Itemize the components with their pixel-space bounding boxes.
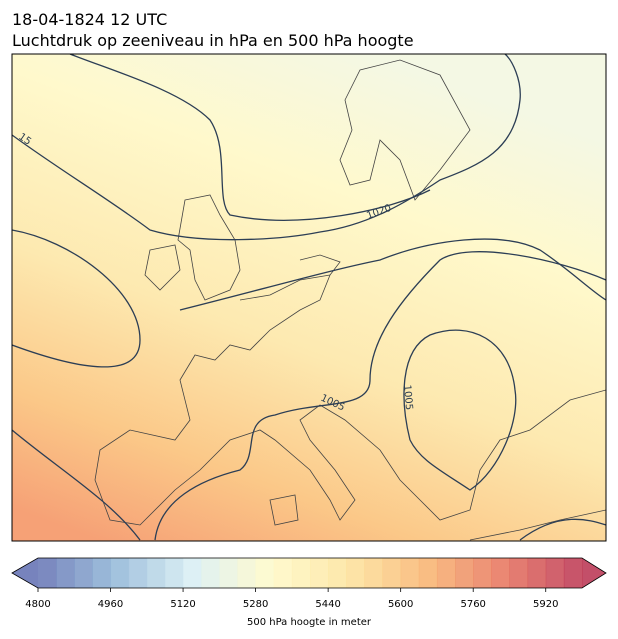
map-frame — [11, 53, 607, 542]
colorbar-extend-min — [12, 558, 38, 588]
isobar — [12, 429, 141, 541]
colorbar-segment — [364, 558, 384, 588]
colorbar-segment — [164, 558, 184, 588]
colorbar-segment — [74, 558, 93, 588]
colorbar-label: 500 hPa hoogte in meter — [247, 617, 372, 628]
coastline — [469, 509, 606, 541]
colorbar-tick-label: 5280 — [243, 599, 268, 610]
colorbar-tick-label: 5600 — [388, 599, 413, 610]
colorbar-segment — [92, 558, 112, 588]
coastline — [94, 274, 606, 526]
colorbar-segment — [527, 558, 547, 588]
colorbar-segment — [56, 558, 75, 588]
colorbar-segment — [255, 558, 275, 588]
colorbar-tick-label: 5120 — [170, 599, 195, 610]
isobar — [12, 54, 521, 241]
colorbar-segment — [237, 558, 257, 588]
colorbar-segment — [146, 558, 166, 588]
colorbar-segment — [418, 558, 438, 588]
colorbar-segment — [436, 558, 456, 588]
colorbar-segment — [128, 558, 148, 588]
isobar — [12, 229, 141, 368]
isobar — [69, 54, 431, 221]
colorbar-segment — [38, 558, 57, 588]
isobar — [403, 329, 517, 491]
colorbar-segment — [491, 558, 510, 588]
colorbar-segment — [328, 558, 347, 588]
colorbar-segment — [291, 558, 311, 588]
colorbar-tick-label: 5440 — [315, 599, 340, 610]
coastline — [144, 244, 181, 291]
contour-label: 1005 — [401, 384, 414, 410]
colorbar-segment — [545, 558, 565, 588]
colorbar-segment — [455, 558, 474, 588]
colorbar-segment — [563, 558, 583, 588]
colorbar: 4800 4960 5120 5280 5440 5600 5760 5920 — [11, 557, 607, 610]
colorbar-segment — [183, 558, 202, 588]
coastline — [177, 194, 241, 301]
colorbar-tick-label: 4960 — [98, 599, 123, 610]
coastline — [339, 59, 471, 201]
isobar — [179, 238, 606, 311]
coastline — [269, 494, 299, 526]
colorbar-tick-label: 5760 — [460, 599, 485, 610]
colorbar-segment — [310, 558, 329, 588]
colorbar-extend-max — [582, 558, 606, 588]
colorbar-segment — [201, 558, 220, 588]
isobar — [154, 251, 606, 541]
map-background — [12, 54, 606, 541]
colorbar-segment — [509, 558, 529, 588]
colorbar-tick-label: 4800 — [25, 599, 50, 610]
isobar — [519, 518, 606, 541]
colorbar-segment — [473, 558, 492, 588]
colorbar-segment — [382, 558, 402, 588]
colorbar-segment — [346, 558, 365, 588]
colorbar-segment — [219, 558, 238, 588]
colorbar-segment — [110, 558, 130, 588]
title: 18-04-1824 12 UTC — [12, 10, 167, 29]
map: 15 1020 1005 1005 — [12, 54, 606, 541]
subtitle: Luchtdruk op zeeniveau in hPa en 500 hPa… — [12, 31, 414, 50]
coastline — [299, 254, 341, 276]
colorbar-segment — [273, 558, 293, 588]
colorbar-segment — [400, 558, 420, 588]
colorbar-tick-label: 5920 — [533, 599, 558, 610]
